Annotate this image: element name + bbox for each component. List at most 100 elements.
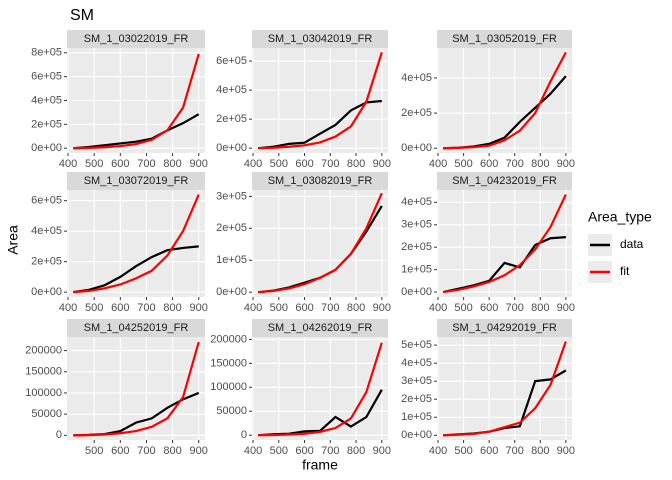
x-tick-label: 500 <box>454 302 472 314</box>
x-tick-label: 800 <box>163 158 181 170</box>
x-tick-label: 400 <box>244 158 262 170</box>
y-tick-label: 5e+05 <box>401 339 432 351</box>
panel-background <box>252 337 388 440</box>
y-tick-label: 6e+05 <box>216 55 247 67</box>
x-axis-title: frame <box>302 457 338 473</box>
panel-title: SM_1_04232019_FR <box>452 175 557 187</box>
series-line <box>73 245 199 294</box>
x-tick-label: 700 <box>506 302 524 314</box>
y-tick-label: 0 <box>56 429 62 441</box>
x-tick-label: 600 <box>480 302 498 314</box>
x-tick-label: 400 <box>59 158 77 170</box>
x-tick-label: 800 <box>163 445 181 457</box>
x-tick-label: 800 <box>531 158 549 170</box>
x-tick-label: 400 <box>244 302 262 314</box>
strip <box>252 30 388 48</box>
series-line <box>258 342 383 437</box>
y-tick-label: 4e+05 <box>31 225 62 237</box>
y-tick-label: 100000 <box>25 387 62 399</box>
y-tick-label: 3e+05 <box>401 375 432 387</box>
y-tick-label: 6e+05 <box>31 195 62 207</box>
y-tick-label: 0e+00 <box>216 142 247 154</box>
panel-title: SM_1_04292019_FR <box>452 322 557 334</box>
x-tick-label: 700 <box>321 302 339 314</box>
strip <box>67 30 205 48</box>
series-line <box>73 53 200 150</box>
panel-title: SM_1_04262019_FR <box>268 322 373 334</box>
y-tick-label: 0e+00 <box>401 429 432 441</box>
x-tick-label: 400 <box>429 158 447 170</box>
x-tick-label: 600 <box>480 158 498 170</box>
y-tick-label: 0e+00 <box>401 286 432 298</box>
y-tick-label: 50000 <box>216 405 247 417</box>
x-tick-label: 900 <box>373 445 391 457</box>
x-tick-label: 400 <box>429 302 447 314</box>
x-tick-label: 900 <box>190 158 208 170</box>
y-tick-label: 0e+00 <box>216 286 247 298</box>
x-tick-label: 600 <box>111 158 129 170</box>
y-tick-label: 2e+05 <box>401 241 432 253</box>
x-tick-label: 600 <box>111 445 129 457</box>
y-tick-label: 2e+05 <box>31 256 62 268</box>
x-tick-label: 800 <box>163 302 181 314</box>
x-tick-label: 400 <box>244 445 262 457</box>
panel-background <box>67 337 205 440</box>
x-tick-label: 500 <box>85 445 103 457</box>
y-tick-label: 8e+05 <box>31 47 62 59</box>
y-axis-title: Area <box>5 225 21 255</box>
y-tick-label: 1e+05 <box>401 411 432 423</box>
y-tick-label: 1e+05 <box>401 264 432 276</box>
panel-title: SM_1_03042019_FR <box>268 33 373 45</box>
panel-background <box>437 48 572 153</box>
y-tick-label: 3e+05 <box>401 219 432 231</box>
y-tick-label: 6e+05 <box>31 71 62 83</box>
y-tick-label: 3e+05 <box>216 190 247 202</box>
chart-title: SM <box>70 7 94 24</box>
x-tick-label: 500 <box>270 445 288 457</box>
strip <box>437 30 572 48</box>
y-tick-label: 2e+05 <box>216 222 247 234</box>
x-tick-label: 700 <box>506 445 524 457</box>
panel-title: SM_1_03072019_FR <box>84 175 189 187</box>
y-tick-label: 150000 <box>25 366 62 378</box>
x-tick-label: 900 <box>557 302 575 314</box>
x-tick-label: 900 <box>557 445 575 457</box>
y-tick-label: 2e+05 <box>31 118 62 130</box>
x-tick-label: 400 <box>59 302 77 314</box>
x-tick-label: 900 <box>373 158 391 170</box>
panel-background <box>437 337 572 440</box>
panel-title: SM_1_03022019_FR <box>84 33 189 45</box>
strip <box>252 172 388 190</box>
strip <box>437 172 572 190</box>
panel-background <box>67 190 205 297</box>
panel-title: SM_1_03082019_FR <box>268 175 373 187</box>
panel-background <box>252 190 388 297</box>
series-line <box>73 113 200 150</box>
series-line <box>258 52 383 150</box>
y-tick-label: 2e+05 <box>216 113 247 125</box>
x-tick-label: 700 <box>321 445 339 457</box>
y-tick-label: 4e+05 <box>401 196 432 208</box>
x-tick-label: 700 <box>506 158 524 170</box>
series-line <box>258 99 382 150</box>
panel-background <box>437 190 572 297</box>
x-tick-label: 800 <box>531 445 549 457</box>
y-tick-label: 150000 <box>210 357 247 369</box>
series-line <box>73 341 200 437</box>
x-tick-label: 500 <box>270 158 288 170</box>
y-tick-label: 0 <box>241 429 247 441</box>
x-tick-label: 500 <box>85 302 103 314</box>
x-tick-label: 600 <box>295 445 313 457</box>
y-tick-label: 200000 <box>25 344 62 356</box>
x-tick-label: 500 <box>454 445 472 457</box>
y-tick-label: 4e+05 <box>216 84 247 96</box>
x-tick-label: 800 <box>531 302 549 314</box>
legend-label: data <box>620 237 644 251</box>
x-tick-label: 600 <box>295 158 313 170</box>
y-tick-label: 0e+00 <box>31 142 62 154</box>
y-tick-label: 100000 <box>210 381 247 393</box>
y-tick-label: 50000 <box>31 408 62 420</box>
legend-label: fit <box>620 264 630 278</box>
x-tick-label: 700 <box>137 445 155 457</box>
